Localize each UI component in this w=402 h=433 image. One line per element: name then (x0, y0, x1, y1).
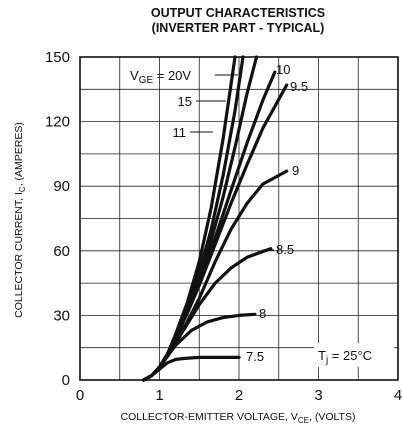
y-tick-label: 90 (53, 178, 70, 195)
curve-label: 9.5 (290, 79, 308, 94)
x-axis-label: COLLECTOR-EMITTER VOLTAGE, VCE, (VOLTS) (121, 411, 356, 425)
y-tick-label: 0 (62, 372, 70, 389)
curve-label-main: 8 (259, 306, 266, 321)
curve-label-tail: = 20V (153, 68, 191, 83)
y-axis-label-tail: , (AMPERES) (13, 122, 25, 186)
temperature-annotation-text: Tj = 25°C (318, 348, 372, 366)
chart-title-line-2: (INVERTER PART - TYPICAL) (152, 21, 325, 35)
curve-group (142, 55, 289, 382)
curve-label-group: VGE = 20V 15 11 109.5 9 8.5 8 7.5 (130, 62, 308, 364)
tick-labels: 0 1 2 3 4 0 30 60 90 120 150 (45, 49, 402, 404)
curve-label-main: 15 (178, 94, 192, 109)
curve-label: 10 (276, 62, 290, 77)
x-tick-label: 1 (155, 387, 163, 404)
curve-vge-9-5 (142, 83, 289, 382)
x-tick-label: 3 (314, 387, 322, 404)
curve-label-main: 11 (173, 125, 187, 140)
y-tick-label: 120 (45, 114, 70, 131)
x-axis-label-tail: , (VOLTS) (309, 411, 355, 423)
x-axis-label-sub: CE (298, 416, 309, 425)
chart-title-line-1: OUTPUT CHARACTERISTICS (151, 6, 325, 20)
curve-label-sub: GE (139, 75, 154, 86)
y-tick-label: 60 (53, 243, 70, 260)
x-tick-label: 4 (394, 387, 402, 404)
curve-label-main: 9 (292, 163, 299, 178)
x-axis-label-main: COLLECTOR-EMITTER VOLTAGE, V (121, 411, 298, 423)
curve-label-main: 7.5 (246, 349, 264, 364)
curve-label: 8.5 (276, 242, 294, 257)
temperature-annotation: Tj = 25°C (314, 343, 394, 367)
curve-label-main: 10 (276, 62, 290, 77)
curve-vge-9 (142, 169, 289, 382)
temperature-annotation-tail: = 25°C (328, 348, 372, 363)
curve-label: 9 (292, 163, 299, 178)
curve-label: 15 (178, 94, 192, 109)
y-axis-label: COLLECTOR CURRENT, IC, (AMPERES) (13, 122, 27, 318)
temperature-annotation-bg (314, 343, 394, 367)
x-tick-label: 2 (235, 387, 243, 404)
curve-label: VGE = 20V (130, 68, 191, 86)
curve-label-main: V (130, 68, 139, 83)
curve-vge-20 (142, 55, 237, 382)
curve-vge-10 (142, 70, 277, 382)
curve-label-main: 8.5 (276, 242, 294, 257)
curve-label: 8 (259, 306, 266, 321)
y-axis-label-sub: C (18, 186, 27, 192)
x-tick-label: 0 (76, 387, 84, 404)
y-axis-label-main: COLLECTOR CURRENT, I (13, 192, 25, 318)
y-tick-label: 30 (53, 307, 70, 324)
temperature-annotation-sub: j (325, 355, 328, 366)
y-tick-label: 150 (45, 49, 70, 66)
curve-label: 7.5 (246, 349, 264, 364)
curve-label: 11 (173, 125, 187, 140)
curve-label-main: 9.5 (290, 79, 308, 94)
plot-frame (79, 56, 399, 381)
temperature-annotation-main: T (318, 348, 326, 363)
